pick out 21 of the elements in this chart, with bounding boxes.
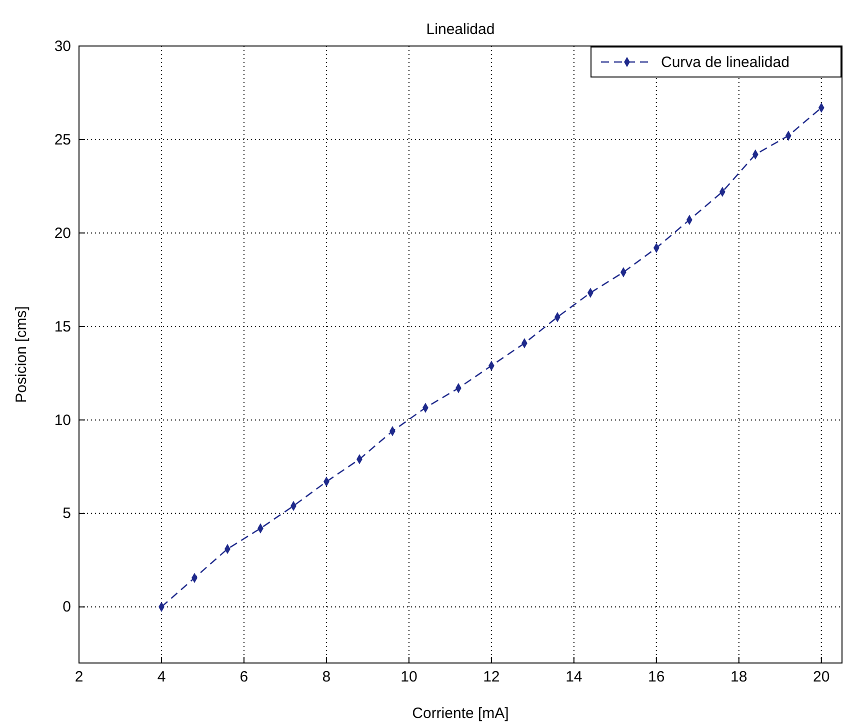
- y-tick-label: 15: [54, 318, 71, 336]
- x-tick-label: 20: [813, 668, 830, 686]
- x-tick-label: 12: [483, 668, 500, 686]
- y-tick-label: 25: [54, 131, 71, 148]
- x-axis-title: Corriente [mA]: [412, 705, 509, 722]
- y-tick-label: 20: [54, 224, 71, 242]
- y-tick-label: 0: [62, 598, 71, 616]
- legend-label: Curva de linealidad: [661, 54, 790, 71]
- y-axis-title: Posicion [cms]: [13, 306, 30, 403]
- x-tick-label: 2: [74, 668, 84, 686]
- x-tick-label: 10: [400, 668, 418, 686]
- y-tick-label: 30: [54, 38, 71, 55]
- y-tick-label: 10: [54, 412, 71, 429]
- x-tick-label: 8: [322, 668, 331, 686]
- y-tick-label: 5: [62, 505, 71, 522]
- chart-title: Linealidad: [426, 21, 495, 38]
- x-tick-label: 6: [240, 668, 248, 686]
- x-tick-label: 14: [566, 668, 582, 686]
- x-tick-label: 16: [648, 668, 665, 686]
- x-tick-label: 4: [157, 668, 166, 686]
- x-tick-label: 18: [730, 668, 748, 686]
